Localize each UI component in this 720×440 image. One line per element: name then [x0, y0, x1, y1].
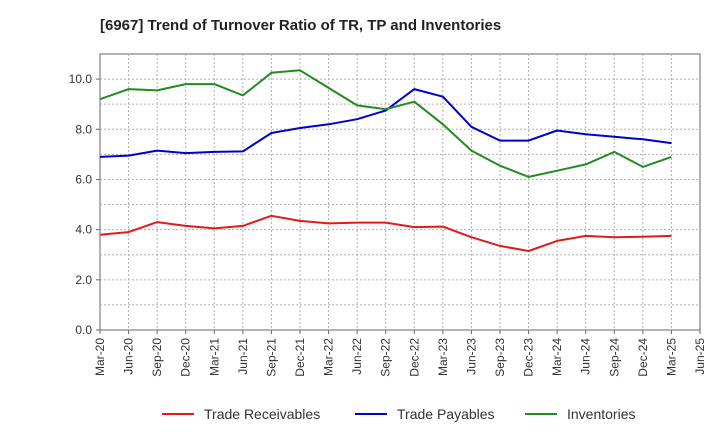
- series-lines: [99, 69, 672, 252]
- y-tick-label: 4.0: [75, 223, 92, 237]
- x-tick-label: Mar-20: [93, 338, 107, 376]
- y-tick-label: 2.0: [75, 273, 92, 287]
- x-tick-label: Jun-24: [579, 338, 593, 375]
- x-tick-label: Mar-25: [664, 338, 678, 376]
- x-tick-label: Sep-20: [150, 338, 164, 377]
- legend: Trade Receivables Trade Payables Inventori…: [162, 406, 635, 422]
- y-tick-label: 10.0: [69, 72, 93, 86]
- x-tick-label: Mar-21: [207, 338, 221, 376]
- x-tick-label: Dec-24: [636, 338, 650, 377]
- x-tick-label: Jun-25: [693, 338, 707, 375]
- x-tick-label: Sep-24: [607, 338, 621, 377]
- x-tick-label: Mar-22: [322, 338, 336, 376]
- x-tick-label: Dec-20: [179, 338, 193, 377]
- x-tick-label: Jun-20: [122, 338, 136, 375]
- y-tick-label: 8.0: [75, 122, 92, 136]
- x-tick-label: Dec-21: [293, 338, 307, 377]
- x-tick-label: Jun-22: [350, 338, 364, 375]
- x-tick-label: Sep-21: [264, 338, 278, 377]
- series-line-trade-receivables: [99, 214, 672, 252]
- legend-label-trade-receivables: Trade Receivables: [204, 406, 320, 422]
- x-tick-label: Sep-22: [379, 338, 393, 377]
- x-axis-ticks: Mar-20 Jun-20 Sep-20 Dec-20 Mar-21 Jun-21 Sep-…: [93, 330, 707, 377]
- legend-label-trade-payables: Trade Payables: [397, 406, 495, 422]
- chart-title: [6967] Trend of Turnover Ratio of TR, TP…: [100, 17, 501, 34]
- x-tick-label: Dec-22: [407, 338, 421, 377]
- x-tick-label: Mar-23: [436, 338, 450, 376]
- y-axis-ticks: 0.0 2.0 4.0 6.0 8.0 10.0: [69, 72, 100, 337]
- plot-area-frame: [99, 53, 701, 331]
- x-tick-label: Mar-24: [550, 338, 564, 376]
- y-tick-label: 0.0: [75, 323, 92, 337]
- y-tick-label: 6.0: [75, 172, 92, 186]
- x-tick-label: Sep-23: [493, 338, 507, 377]
- x-tick-label: Jun-23: [464, 338, 478, 375]
- series-line-inventories: [99, 69, 672, 178]
- gridlines: [100, 54, 700, 330]
- x-tick-label: Dec-23: [522, 338, 536, 377]
- legend-label-inventories: Inventories: [567, 406, 635, 422]
- x-tick-label: Jun-21: [236, 338, 250, 375]
- series-line-trade-payables: [99, 88, 672, 158]
